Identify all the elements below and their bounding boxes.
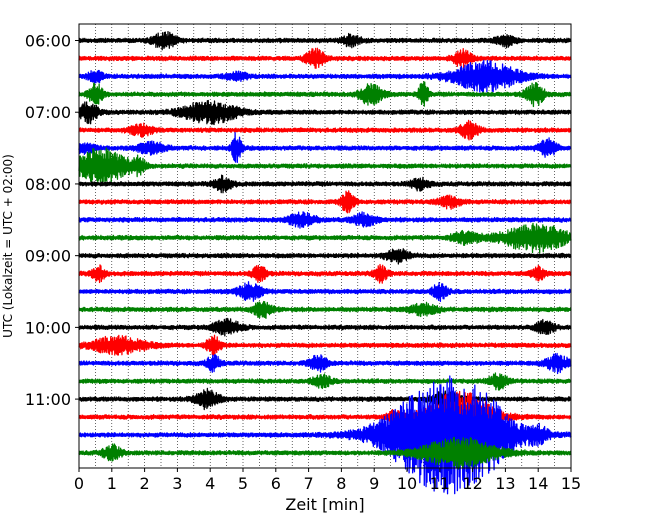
trace-0645 xyxy=(78,81,572,108)
x-tick-label: 4 xyxy=(205,474,215,493)
trace-1130 xyxy=(78,375,572,495)
x-tick-label: 12 xyxy=(462,474,482,493)
x-tick-label: 11 xyxy=(430,474,450,493)
trace-0845 xyxy=(78,222,572,254)
x-tick-label: 6 xyxy=(271,474,281,493)
trace-0730 xyxy=(78,131,572,164)
x-tick-label: 5 xyxy=(238,474,248,493)
trace-0600 xyxy=(78,30,572,51)
trace-0815 xyxy=(78,190,572,214)
trace-0630 xyxy=(78,59,572,93)
x-tick-label: 9 xyxy=(369,474,379,493)
x-tick-label: 15 xyxy=(561,474,581,493)
trace-0800 xyxy=(78,174,572,194)
trace-0930 xyxy=(78,281,572,302)
trace-1045 xyxy=(78,372,572,391)
y-axis-ticks: 06:00 07:00 08:00 09:00 10:00 11:00 xyxy=(25,32,79,409)
trace-1030 xyxy=(78,352,572,375)
y-tick-label: 10:00 xyxy=(25,318,71,337)
y-tick-label: 08:00 xyxy=(25,175,71,194)
trace-0830 xyxy=(78,211,572,229)
y-tick-label: 06:00 xyxy=(25,32,71,51)
x-tick-label: 10 xyxy=(397,474,417,493)
trace-0700 xyxy=(78,99,572,126)
x-axis-ticks: 0 1 2 3 4 5 6 7 8 9 10 11 12 13 14 15 xyxy=(74,468,581,493)
y-tick-label: 09:00 xyxy=(25,247,71,266)
traces xyxy=(78,30,572,495)
x-tick-label: 8 xyxy=(336,474,346,493)
x-tick-label: 2 xyxy=(140,474,150,493)
x-tick-label: 1 xyxy=(107,474,117,493)
trace-0715 xyxy=(78,119,572,141)
y-axis-label: UTC (Lokalzeit = UTC + 02:00) xyxy=(1,154,15,338)
y-tick-label: 11:00 xyxy=(25,390,71,409)
trace-1000 xyxy=(78,317,572,337)
trace-1015 xyxy=(78,334,572,357)
x-tick-label: 13 xyxy=(495,474,515,493)
axes xyxy=(78,23,572,469)
y-tick-label: 07:00 xyxy=(25,103,71,122)
x-tick-label: 0 xyxy=(74,474,84,493)
trace-0615 xyxy=(78,47,572,69)
x-tick-label: 7 xyxy=(304,474,314,493)
x-axis-label: Zeit [min] xyxy=(285,495,364,514)
trace-0900 xyxy=(78,248,572,265)
trace-1100 xyxy=(78,387,572,411)
x-tick-label: 14 xyxy=(528,474,548,493)
trace-1145 xyxy=(78,436,572,470)
plot-frame xyxy=(78,23,572,469)
x-tick-label: 3 xyxy=(172,474,182,493)
trace-0945 xyxy=(78,300,572,319)
trace-0745 xyxy=(78,147,572,184)
trace-0915 xyxy=(78,263,572,284)
